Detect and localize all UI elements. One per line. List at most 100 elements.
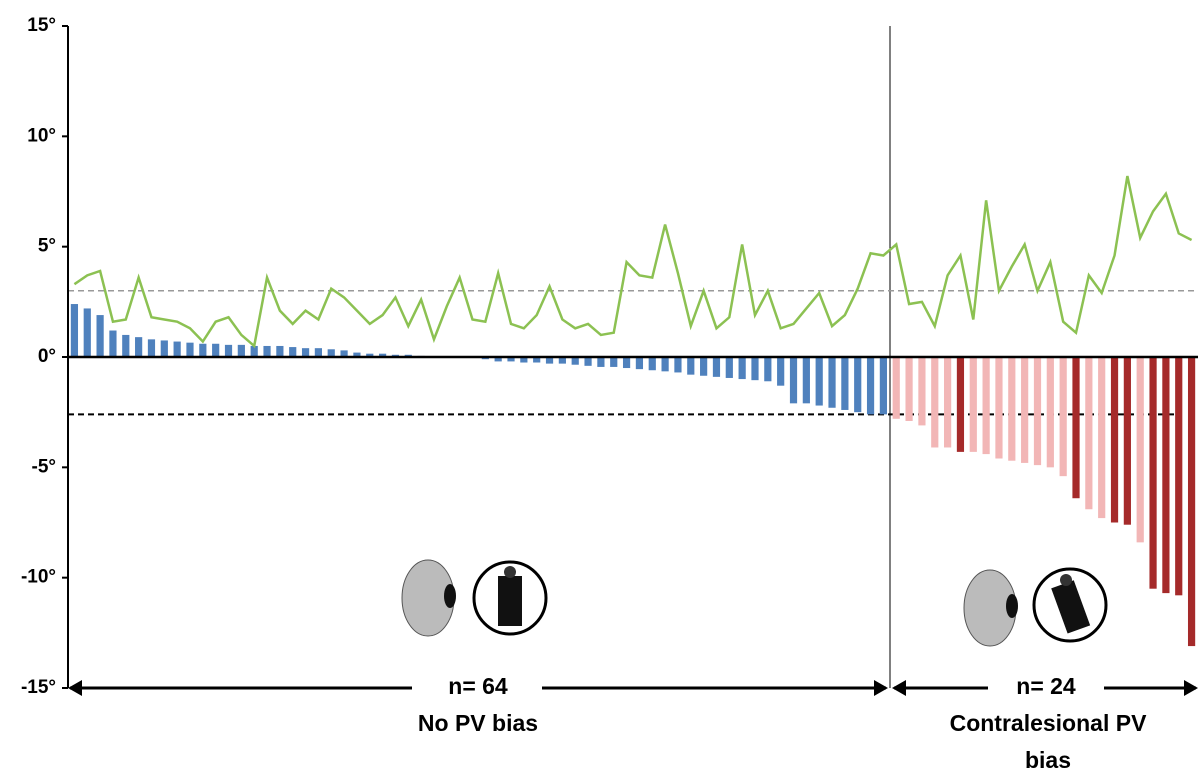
bar: [1098, 357, 1106, 519]
bar: [622, 357, 631, 369]
bar: [533, 357, 541, 363]
bar: [199, 343, 207, 357]
bar: [1175, 357, 1183, 596]
arrow-head: [1184, 680, 1198, 696]
annotation: n= 64: [448, 673, 508, 699]
bar: [237, 344, 245, 357]
arrow-head: [892, 680, 906, 696]
bar: [276, 345, 284, 357]
annotation: No PV bias: [418, 710, 538, 736]
y-tick-label: -5°: [32, 456, 57, 477]
bar: [507, 357, 515, 362]
bar: [1149, 357, 1157, 589]
bar: [995, 357, 1003, 459]
bar: [1046, 357, 1054, 468]
y-tick-label: -15°: [21, 677, 56, 698]
brain-icon: [401, 559, 548, 637]
bar: [301, 348, 310, 357]
bar: [674, 357, 682, 373]
y-tick-label: 5°: [38, 236, 56, 257]
annotation: n= 24: [1016, 673, 1076, 699]
bar: [712, 357, 721, 377]
brain-icon: [963, 567, 1108, 647]
bar: [969, 357, 977, 452]
bar: [700, 357, 708, 376]
bar: [1123, 357, 1131, 525]
bar: [944, 357, 952, 448]
bar: [135, 337, 143, 357]
bar: [109, 330, 117, 357]
bar: [1187, 357, 1196, 647]
bar: [186, 342, 194, 357]
bar: [931, 357, 939, 448]
bar: [738, 357, 746, 380]
bar: [789, 357, 798, 404]
bar: [1008, 357, 1016, 461]
bar: [147, 339, 156, 357]
bar: [1110, 357, 1119, 523]
bar: [584, 357, 592, 366]
y-tick-label: 10°: [27, 125, 56, 146]
bar: [956, 357, 965, 452]
annotation: Contralesional PV: [950, 710, 1147, 736]
bar: [379, 353, 387, 357]
bar: [314, 348, 322, 357]
bar: [558, 357, 566, 364]
y-tick-label: 15°: [27, 15, 56, 36]
bar: [173, 341, 181, 357]
bar: [879, 357, 887, 415]
bar: [892, 357, 900, 419]
bar: [520, 357, 528, 363]
bar: [635, 357, 644, 370]
bar: [982, 357, 990, 455]
bar: [1085, 357, 1093, 510]
bar: [1059, 357, 1067, 477]
bar: [866, 357, 875, 415]
bar: [1136, 357, 1144, 543]
bar: [777, 357, 785, 386]
bar: [648, 357, 656, 371]
bar: [366, 353, 374, 357]
bar: [854, 357, 862, 413]
annotation: bias: [1025, 747, 1071, 773]
bar: [96, 315, 104, 357]
arrow-head: [874, 680, 888, 696]
bar: [1033, 357, 1042, 466]
bar: [828, 357, 836, 408]
bar: [353, 352, 361, 357]
bar: [250, 345, 258, 357]
bar: [1021, 357, 1029, 463]
bar: [918, 357, 926, 426]
bar: [83, 308, 91, 357]
bar: [610, 357, 618, 367]
y-tick-label: 0°: [38, 346, 56, 367]
bar: [802, 357, 810, 404]
bar: [815, 357, 823, 406]
bar: [841, 357, 849, 410]
bar: [160, 340, 168, 357]
bar: [751, 357, 759, 381]
bar: [263, 345, 271, 357]
bar: [70, 304, 79, 357]
bar: [905, 357, 913, 421]
bar: [340, 350, 348, 357]
bar: [122, 334, 130, 357]
bar: [1162, 357, 1170, 594]
bar: [327, 349, 335, 357]
bar: [224, 344, 233, 357]
bar: [212, 343, 220, 357]
y-tick-label: -10°: [21, 567, 56, 588]
bar: [687, 357, 695, 375]
bar: [545, 357, 554, 364]
bar: [764, 357, 772, 382]
bar: [725, 357, 733, 378]
bar: [289, 347, 297, 357]
bar: [571, 357, 579, 365]
bar: [661, 357, 669, 372]
bar: [1072, 357, 1080, 499]
bar: [494, 357, 502, 362]
arrow-head: [68, 680, 82, 696]
line: [73, 175, 1193, 349]
bar: [597, 357, 605, 367]
